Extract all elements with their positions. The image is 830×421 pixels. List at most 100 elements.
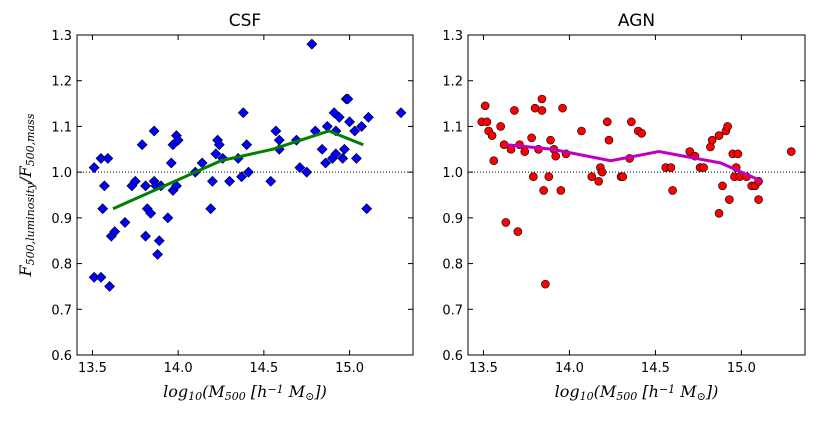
point bbox=[241, 139, 253, 151]
label-part: 500,mass bbox=[24, 113, 37, 166]
point bbox=[273, 134, 285, 146]
point bbox=[529, 172, 538, 182]
point bbox=[162, 212, 174, 224]
x-tick-label: 14.5 bbox=[249, 361, 278, 376]
y-tick-label: 1.2 bbox=[442, 75, 463, 90]
y-tick-label: 1.1 bbox=[51, 120, 72, 135]
point bbox=[153, 235, 165, 247]
point bbox=[544, 172, 554, 182]
y-tick-label: 1.3 bbox=[51, 29, 72, 44]
point bbox=[344, 116, 355, 128]
y-tick-label: 1.0 bbox=[51, 166, 72, 181]
y-tick-label: 0.6 bbox=[51, 349, 72, 364]
x-tick-label: 14.5 bbox=[641, 361, 670, 376]
y-tick-label: 0.9 bbox=[442, 212, 463, 227]
point bbox=[527, 133, 536, 143]
label-part: M bbox=[675, 382, 697, 401]
label-part: log bbox=[163, 382, 188, 401]
point bbox=[551, 151, 560, 161]
point bbox=[243, 166, 254, 178]
label-part: ]) bbox=[705, 382, 718, 401]
axes-frame bbox=[76, 34, 414, 356]
axes-frame bbox=[467, 34, 806, 356]
label-part: [h bbox=[246, 382, 268, 401]
trend-line bbox=[112, 129, 364, 211]
point bbox=[487, 131, 497, 140]
point bbox=[361, 203, 373, 215]
label-part: /F bbox=[16, 165, 35, 184]
point bbox=[102, 153, 114, 164]
point bbox=[496, 122, 505, 131]
point bbox=[217, 153, 229, 164]
point bbox=[109, 226, 121, 237]
point bbox=[306, 38, 318, 50]
point bbox=[301, 166, 313, 178]
point bbox=[480, 101, 490, 111]
y-tick-label: 1.2 bbox=[51, 75, 72, 90]
point bbox=[556, 186, 566, 195]
point bbox=[99, 180, 110, 192]
point bbox=[321, 121, 333, 132]
y-axis-label: F500,luminosity/F500,mass bbox=[16, 113, 37, 277]
point bbox=[349, 125, 361, 137]
point bbox=[171, 180, 182, 192]
point bbox=[718, 181, 727, 191]
point bbox=[594, 176, 603, 186]
label-part: (M bbox=[202, 382, 225, 401]
point bbox=[136, 139, 148, 151]
point bbox=[165, 157, 177, 169]
point bbox=[119, 217, 131, 228]
point bbox=[501, 218, 511, 227]
chart-title: CSF bbox=[229, 11, 261, 31]
label-part: [h bbox=[637, 382, 659, 401]
label-part: log bbox=[555, 382, 580, 401]
point bbox=[320, 157, 331, 169]
point bbox=[668, 186, 677, 195]
point bbox=[395, 107, 407, 119]
point bbox=[723, 122, 732, 131]
label-part: ⊙ bbox=[305, 390, 314, 403]
y-tick-label: 0.7 bbox=[51, 303, 72, 318]
chart-title: AGN bbox=[618, 11, 655, 31]
point bbox=[510, 106, 519, 115]
point bbox=[237, 107, 249, 119]
y-tick-label: 1.0 bbox=[442, 166, 463, 181]
point bbox=[725, 195, 734, 204]
point bbox=[537, 94, 547, 104]
point bbox=[207, 175, 218, 187]
point bbox=[356, 121, 367, 132]
x-tick-label: 14.0 bbox=[164, 361, 193, 376]
point bbox=[707, 135, 717, 145]
x-tick-label: 13.5 bbox=[78, 361, 107, 376]
point bbox=[342, 93, 354, 105]
point bbox=[333, 111, 345, 123]
point bbox=[213, 139, 225, 151]
point bbox=[210, 148, 222, 160]
trend-line bbox=[505, 143, 763, 183]
x-tick-label: 15.0 bbox=[335, 361, 364, 376]
label-part: F bbox=[16, 264, 35, 277]
y-tick-label: 0.8 bbox=[51, 258, 72, 273]
point bbox=[577, 126, 586, 136]
x-axis-label: log10(M500 [h−1 M⊙]) bbox=[555, 382, 719, 403]
label-part: M bbox=[284, 382, 306, 401]
point bbox=[224, 175, 235, 187]
point bbox=[714, 208, 724, 218]
point bbox=[786, 147, 796, 156]
point bbox=[618, 172, 628, 182]
y-tick-label: 1.1 bbox=[442, 120, 463, 135]
point bbox=[627, 117, 636, 127]
point bbox=[597, 167, 607, 177]
x-tick-label: 14.0 bbox=[555, 361, 584, 376]
point bbox=[733, 149, 743, 159]
label-part: 500,luminosity bbox=[24, 182, 37, 265]
point bbox=[489, 156, 499, 166]
point bbox=[537, 106, 547, 115]
point bbox=[294, 162, 306, 173]
point bbox=[513, 227, 523, 236]
point bbox=[140, 230, 151, 242]
label-part: 10 bbox=[580, 390, 594, 403]
point bbox=[95, 271, 107, 283]
x-tick-label: 15.0 bbox=[727, 361, 756, 376]
